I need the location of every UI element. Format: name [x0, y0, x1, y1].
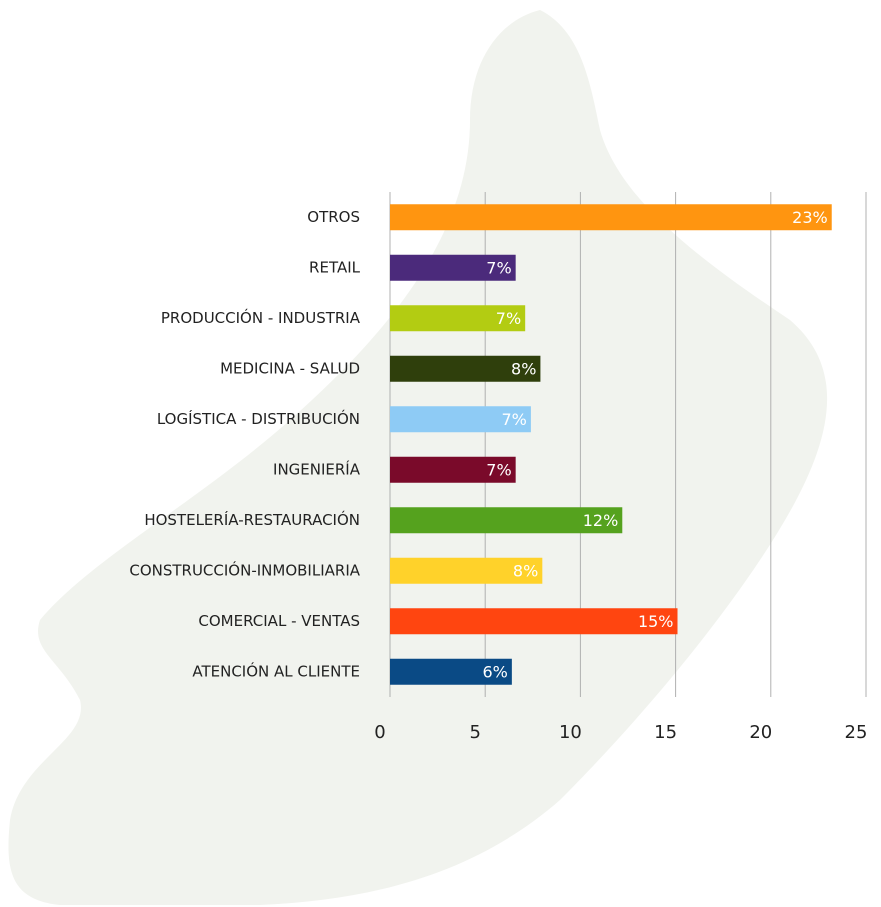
y-tick-label: PRODUCCIÓN - INDUSTRIA: [161, 308, 361, 327]
y-tick-label: MEDICINA - SALUD: [220, 359, 360, 377]
y-tick-label: OTROS: [307, 208, 360, 226]
x-tick-label: 5: [469, 722, 480, 743]
value-label: 7%: [486, 460, 511, 479]
value-label: 7%: [502, 410, 527, 429]
x-tick-label: 20: [749, 722, 772, 743]
value-label: 6%: [482, 662, 507, 681]
y-tick-label: HOSTELERÍA-RESTAURACIÓN: [144, 510, 360, 529]
y-tick-label: ATENCIÓN AL CLIENTE: [192, 661, 360, 680]
y-tick-label: LOGÍSTICA - DISTRIBUCIÓN: [157, 409, 360, 428]
x-tick-label: 25: [845, 722, 868, 743]
value-label: 15%: [638, 612, 674, 631]
chart: 0 5 10 15 20 25 OTROS 23% RETAIL 7% PRODUCCIÓN - I…: [0, 0, 881, 907]
value-label: 23%: [792, 208, 828, 227]
x-tick-label: 15: [654, 722, 677, 743]
y-tick-label: RETAIL: [309, 258, 361, 276]
bar: [390, 204, 832, 230]
bar: [390, 608, 678, 634]
value-label: 8%: [513, 561, 538, 580]
value-label: 12%: [583, 511, 619, 530]
value-label: 7%: [496, 309, 521, 328]
y-tick-label: CONSTRUCCIÓN-INMOBILIARIA: [129, 560, 360, 579]
y-tick-label: COMERCIAL - VENTAS: [198, 612, 360, 630]
value-label: 8%: [511, 359, 536, 378]
x-tick-label: 10: [559, 722, 582, 743]
y-tick-label: INGENIERÍA: [273, 459, 361, 478]
value-label: 7%: [486, 258, 511, 277]
x-tick-label: 0: [374, 722, 385, 743]
